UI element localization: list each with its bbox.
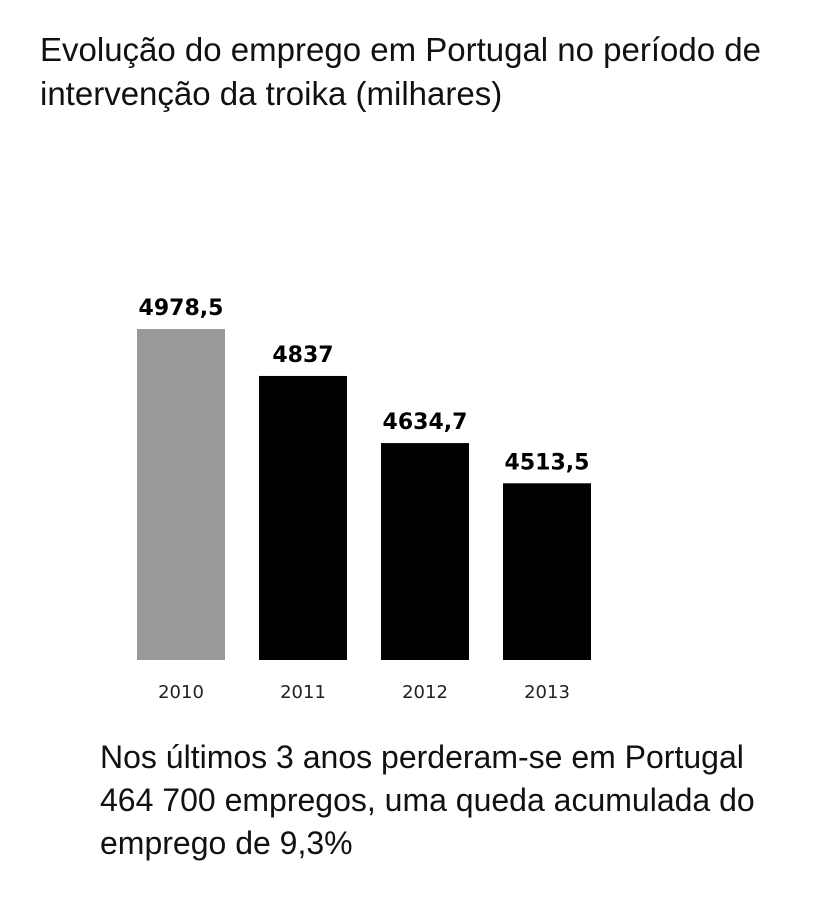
value-label-2013: 4513,5 — [505, 450, 590, 475]
chart-title: Evolução do emprego em Portugal no perío… — [40, 31, 761, 112]
tick-label-2013: 2013 — [524, 682, 570, 703]
footnote-text: Nos últimos 3 anos perderam-se em Portug… — [100, 739, 755, 861]
value-labels-group: 4978,5 4837 4634,7 4513,5 — [139, 296, 590, 475]
bars-group — [137, 329, 591, 660]
x-axis-tick-labels: 2010 2011 2012 2013 — [158, 682, 570, 703]
tick-label-2012: 2012 — [402, 682, 448, 703]
bar-2010 — [137, 329, 225, 660]
value-label-2010: 4978,5 — [139, 296, 224, 321]
tick-label-2010: 2010 — [158, 682, 204, 703]
bar-2013 — [503, 483, 591, 660]
tick-label-2011: 2011 — [280, 682, 326, 703]
value-label-2011: 4837 — [272, 343, 333, 368]
bar-chart: 4978,5 4837 4634,7 4513,5 2010 2011 2012 2013 — [137, 296, 591, 703]
value-label-2012: 4634,7 — [383, 410, 468, 435]
bar-2011 — [259, 375, 347, 660]
bar-2012 — [381, 443, 469, 660]
